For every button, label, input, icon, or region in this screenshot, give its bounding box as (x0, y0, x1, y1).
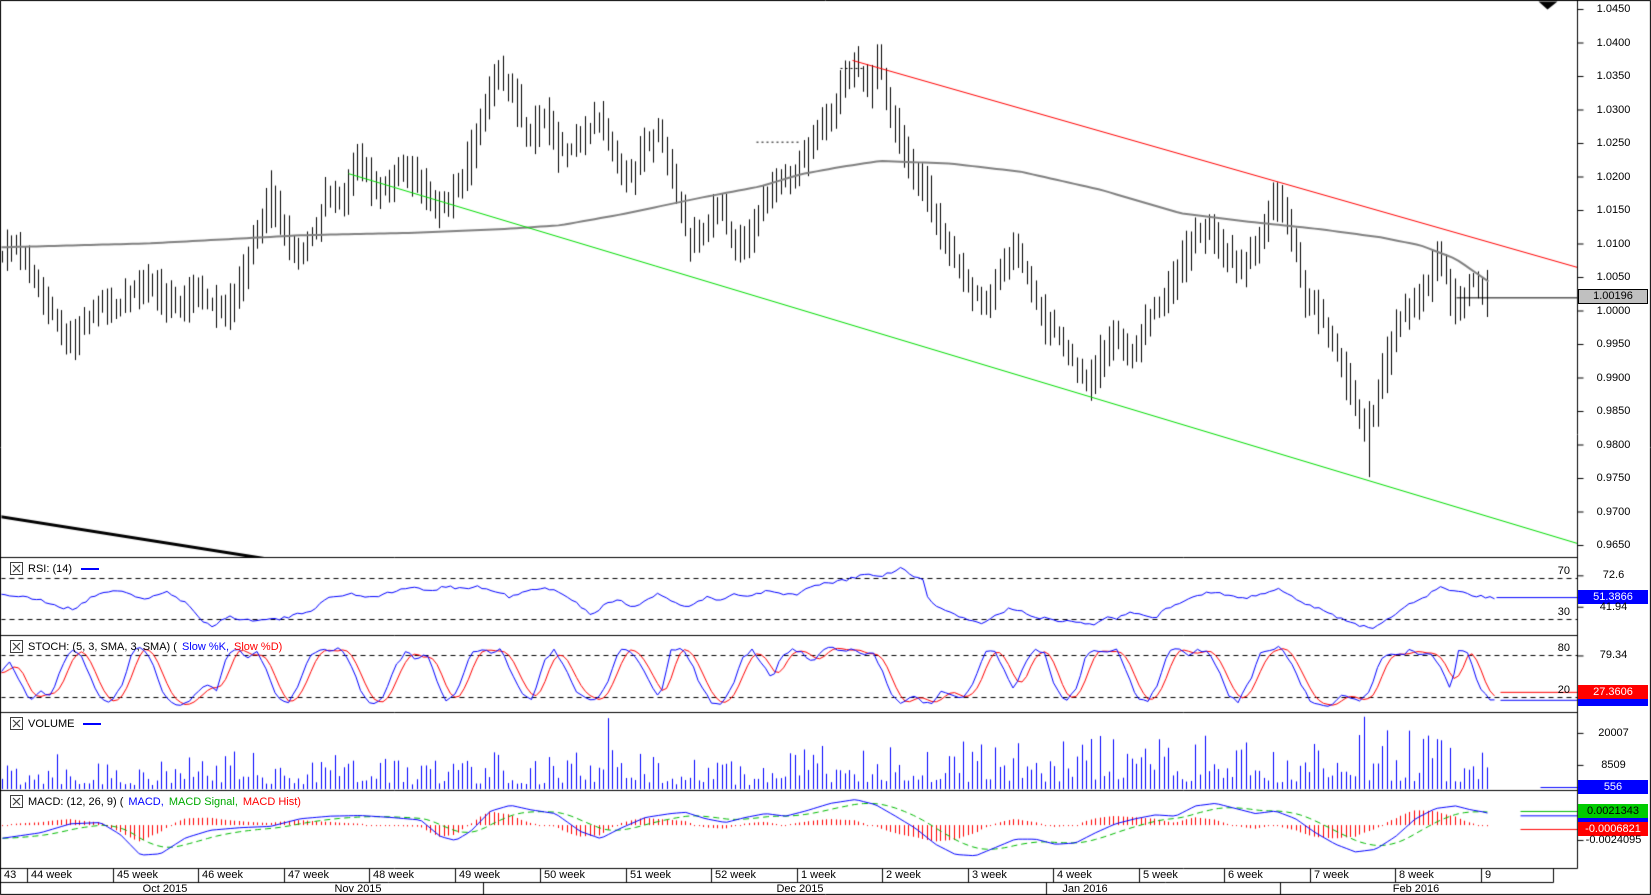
price-value-box: 1.00196 (1578, 289, 1648, 305)
rsi-level-label: 30 (1557, 606, 1570, 618)
week-label: 51 week (630, 869, 671, 881)
stoch-d-value-box: 27.3606 (1578, 684, 1648, 699)
week-label: 46 week (202, 869, 243, 881)
rsi-checkbox[interactable] (10, 562, 23, 575)
week-label: 48 week (373, 869, 414, 881)
price-axis-label: 0.9750 (1596, 472, 1631, 484)
price-axis-label: 1.0000 (1596, 304, 1631, 317)
week-label: 47 week (288, 869, 329, 881)
week-label: 2 week (886, 869, 921, 881)
rsi-level-label: 70 (1557, 565, 1570, 577)
month-label: Oct 2015 (142, 883, 188, 895)
week-label: 1 week (801, 869, 836, 881)
macd-label-macd: MACD, (128, 795, 164, 808)
macd-label-signal: MACD Signal, (168, 795, 238, 808)
stoch-axis-label: 79.34 (1599, 649, 1628, 662)
stoch-label-slowk: Slow %K, (181, 640, 230, 653)
price-axis-label: 1.0400 (1596, 36, 1631, 49)
week-label: 5 week (1143, 869, 1178, 881)
macd-axis-label: -0.0024095 (1585, 833, 1642, 846)
volume-axis-label: 8509 (1601, 758, 1626, 771)
price-axis-label: 0.9650 (1596, 539, 1631, 551)
price-axis-label: 1.0050 (1596, 271, 1631, 283)
stoch-label-slowd: Slow %D) (234, 640, 283, 653)
price-axis-label: 1.0100 (1596, 237, 1631, 250)
macd-signal-value-box: 0.0021343 (1578, 803, 1648, 818)
month-label: Jan 2016 (1062, 883, 1108, 895)
week-label: 6 week (1228, 869, 1263, 881)
price-axis-label: 0.9700 (1596, 505, 1631, 518)
price-axis-label: 1.0150 (1596, 204, 1631, 216)
week-label: 43 (4, 869, 17, 881)
rsi-label: RSI: (14) (28, 562, 73, 575)
week-label: 50 week (544, 869, 585, 881)
volume-panel-label: VOLUME (10, 716, 102, 731)
month-label: Dec 2015 (776, 883, 824, 895)
price-axis-label: 1.0200 (1596, 170, 1631, 183)
stoch-level-label: 80 (1557, 642, 1570, 654)
month-label: Feb 2016 (1392, 883, 1440, 895)
week-label: 4 week (1057, 869, 1092, 881)
stoch-panel-label: STOCH: (5, 3, SMA, 3, SMA) ( Slow %K, Slo… (10, 639, 282, 654)
week-label: 45 week (117, 869, 158, 881)
price-axis-label: 0.9900 (1596, 371, 1631, 384)
macd-label-hist: MACD Hist) (242, 795, 301, 808)
macd-label: MACD: (12, 26, 9) ( (28, 795, 124, 808)
volume-label: VOLUME (28, 717, 75, 730)
price-axis-label: 0.9800 (1596, 438, 1631, 451)
macd-checkbox[interactable] (10, 795, 23, 808)
rsi-axis-label: 72.6 (1602, 569, 1625, 582)
month-label: Nov 2015 (334, 883, 382, 895)
macd-hist-value-box: -0.0006821 (1578, 821, 1648, 836)
price-axis-label: 1.0350 (1596, 70, 1631, 82)
stoch-level-label: 20 (1557, 684, 1570, 696)
price-axis-label: 1.0450 (1596, 3, 1631, 15)
volume-axis-label: 20007 (1598, 726, 1629, 739)
week-label: 52 week (715, 869, 756, 881)
stoch-label: STOCH: (5, 3, SMA, 3, SMA) ( (28, 640, 177, 653)
volume-value-box: 556 (1578, 780, 1648, 795)
week-label: 3 week (972, 869, 1007, 881)
macd-panel-label: MACD: (12, 26, 9) ( MACD, MACD Signal, MA… (10, 794, 301, 809)
rsi-axis-label: 41.94 (1599, 600, 1628, 613)
rsi-legend-dash (81, 567, 100, 570)
rsi-value-box: 51.3866 (1578, 590, 1648, 605)
volume-legend-dash (83, 722, 102, 725)
price-axis-label: 1.0300 (1596, 103, 1631, 116)
volume-checkbox[interactable] (10, 717, 23, 730)
week-label: 9 (1485, 869, 1492, 881)
price-axis-label: 0.9950 (1596, 338, 1631, 350)
week-label: 8 week (1399, 869, 1434, 881)
stoch-checkbox[interactable] (10, 640, 23, 653)
week-label: 49 week (459, 869, 500, 881)
price-axis-label: 0.9850 (1596, 405, 1631, 417)
price-axis-label: 1.0250 (1596, 137, 1631, 149)
rsi-panel-label: RSI: (14) (10, 561, 100, 576)
week-label: 7 week (1314, 869, 1349, 881)
week-label: 44 week (31, 869, 72, 881)
